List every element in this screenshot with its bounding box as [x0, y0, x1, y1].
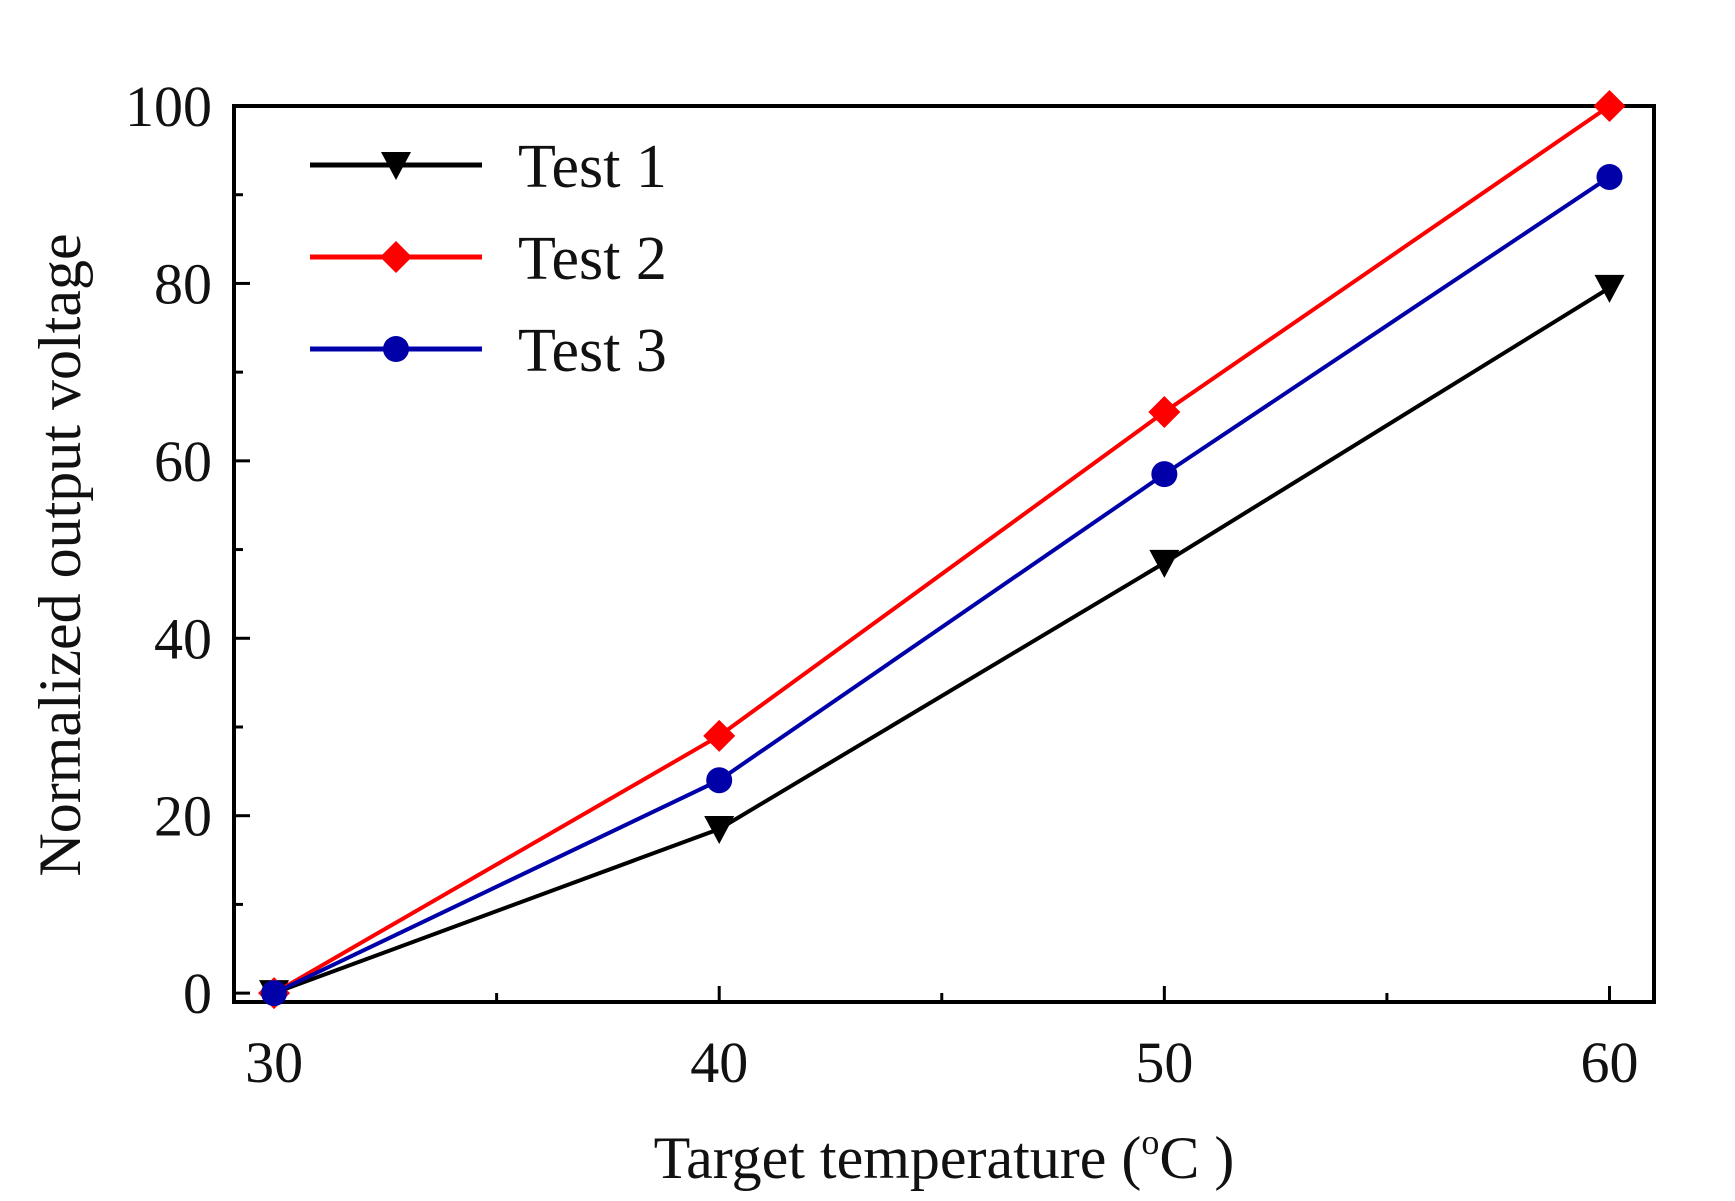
x-tick-label: 40 [690, 1030, 748, 1095]
data-point [1594, 274, 1625, 303]
legend-marker [383, 336, 409, 362]
x-tick-label: 30 [245, 1030, 303, 1095]
series-layer [258, 90, 1626, 1010]
data-point [1148, 396, 1181, 429]
data-point [1593, 90, 1626, 122]
x-axis-title-degree: o [1141, 1122, 1159, 1162]
y-tick-label: 0 [183, 961, 212, 1026]
y-tick-label: 100 [125, 74, 212, 139]
x-axis-title-main: Target temperature ( [654, 1125, 1142, 1191]
data-point [706, 767, 733, 794]
data-point [1596, 163, 1623, 190]
x-tick-label: 60 [1580, 1030, 1638, 1095]
series-line [273, 104, 1611, 995]
legend-label: Test 2 [518, 225, 667, 293]
series-line [273, 286, 1611, 996]
series-3 [261, 163, 1623, 1007]
y-tick-label: 20 [154, 784, 212, 849]
data-point [1149, 549, 1180, 578]
x-axis-title-unit: C ) [1159, 1125, 1234, 1191]
legend: Test 1 Test 2 Test 3 [310, 133, 667, 385]
legend-label: Test 3 [518, 317, 667, 385]
legend-marker [381, 152, 411, 180]
series-1 [259, 274, 1625, 1009]
y-axis-ticks: 0 20 40 60 80 100 [125, 74, 250, 1026]
x-axis-ticks: 30 40 50 60 [245, 986, 1638, 1095]
data-point [261, 980, 288, 1007]
legend-item: Test 2 [310, 225, 667, 293]
series-2 [258, 90, 1626, 1010]
legend-item: Test 3 [310, 317, 667, 385]
y-tick-label: 80 [154, 251, 212, 316]
y-tick-label: 60 [154, 429, 212, 494]
x-tick-label: 50 [1135, 1030, 1193, 1095]
legend-item: Test 1 [310, 133, 667, 201]
y-axis-title: Normalized output voltage [27, 233, 93, 876]
data-point [703, 719, 736, 752]
series-line [273, 175, 1611, 995]
x-axis-title: Target temperature (oC ) [654, 1122, 1235, 1191]
legend-marker [380, 241, 412, 273]
plot-frame [232, 104, 1656, 1004]
y-tick-label: 40 [154, 606, 212, 671]
data-point [1151, 461, 1178, 488]
legend-label: Test 1 [518, 133, 667, 201]
data-point [704, 816, 735, 845]
